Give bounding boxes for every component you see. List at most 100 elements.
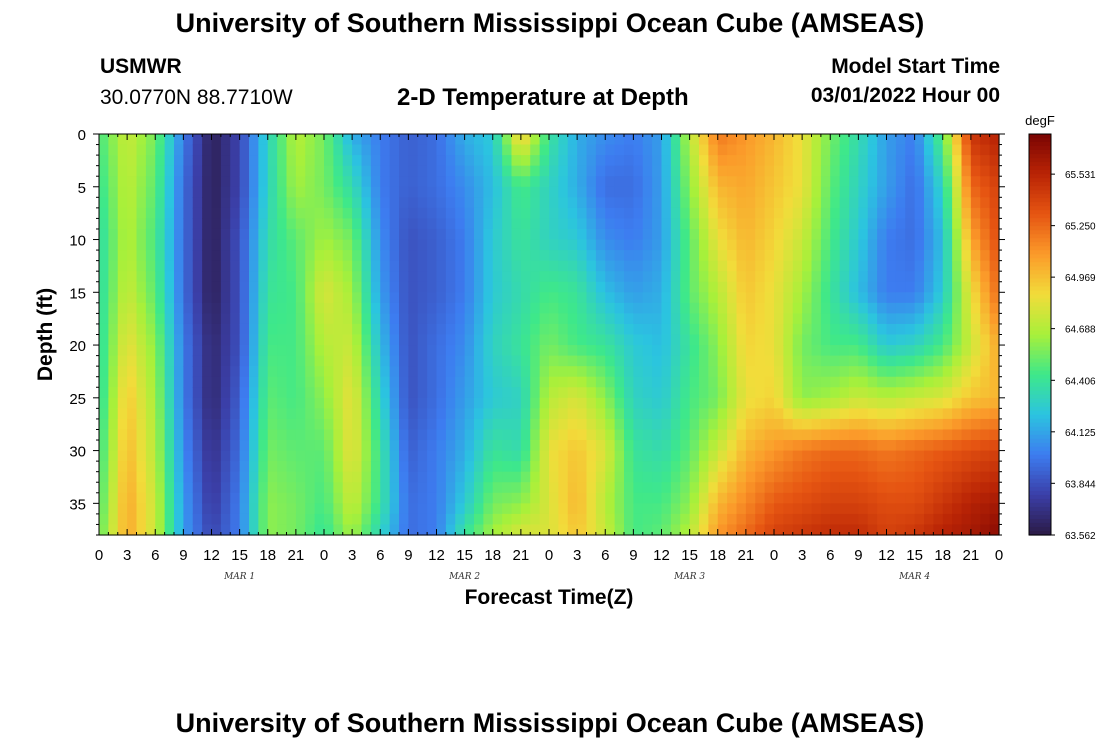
heatmap-cell — [624, 165, 634, 177]
heatmap-cell — [455, 323, 466, 336]
heatmap-cell — [905, 376, 916, 388]
heatmap-cell — [811, 387, 822, 399]
heatmap-cell — [399, 355, 409, 367]
heatmap-cell — [127, 176, 138, 188]
heatmap-cell — [145, 408, 156, 420]
heatmap-cell — [764, 218, 775, 230]
heatmap-cell — [164, 440, 175, 452]
heatmap-cell — [258, 260, 269, 272]
heatmap-cell — [202, 408, 213, 420]
heatmap-cell — [867, 355, 878, 367]
heatmap-cell — [961, 271, 972, 283]
heatmap-cell — [370, 450, 381, 462]
heatmap-cell — [989, 418, 1000, 431]
heatmap-cell — [464, 366, 475, 378]
heatmap-cell — [802, 207, 813, 220]
heatmap-cell — [558, 345, 569, 357]
heatmap-cell — [230, 323, 241, 336]
heatmap-cell — [839, 302, 850, 314]
heatmap-cell — [858, 250, 869, 262]
heatmap-cell — [652, 524, 663, 536]
heatmap-cell — [108, 197, 119, 209]
heatmap-cell — [970, 450, 981, 462]
heatmap-cell — [839, 429, 850, 441]
heatmap-cell — [783, 513, 794, 526]
heatmap-cell — [192, 418, 203, 431]
heatmap-cell — [699, 440, 709, 452]
heatmap-cell — [614, 387, 625, 399]
heatmap-cell — [989, 323, 1000, 336]
heatmap-cell — [558, 471, 569, 483]
heatmap-cell — [727, 492, 738, 504]
heatmap-cell — [755, 271, 766, 283]
heatmap-cell — [408, 155, 419, 167]
heatmap-cell — [502, 250, 513, 262]
heatmap-cell — [258, 323, 269, 336]
colorbar-segment — [1029, 278, 1051, 283]
heatmap-cell — [942, 429, 953, 441]
heatmap-cell — [155, 197, 166, 209]
heatmap-cell — [127, 228, 138, 241]
heatmap-cell — [352, 197, 363, 209]
heatmap-cell — [520, 250, 531, 262]
heatmap-cell — [408, 376, 419, 388]
heatmap-cell — [970, 334, 981, 346]
heatmap-cell — [736, 492, 747, 504]
heatmap-cell — [220, 197, 231, 209]
heatmap-cell — [708, 197, 719, 209]
heatmap-cell — [324, 250, 334, 262]
heatmap-cell — [455, 207, 466, 220]
heatmap-cell — [211, 397, 222, 409]
heatmap-cell — [914, 461, 925, 473]
heatmap-cell — [483, 366, 494, 378]
heatmap-cell — [164, 134, 175, 146]
x-tick-label: 12 — [428, 547, 445, 564]
heatmap-cell — [624, 281, 634, 293]
heatmap-cell — [839, 461, 850, 473]
heatmap-cell — [492, 376, 503, 388]
heatmap-cell — [511, 334, 522, 346]
heatmap-cell — [549, 366, 559, 378]
heatmap-cell — [427, 503, 438, 515]
heatmap-cell — [145, 302, 156, 314]
heatmap-cell — [849, 482, 859, 494]
heatmap-cell — [502, 376, 513, 388]
heatmap-cell — [230, 355, 241, 367]
heatmap-cell — [605, 281, 616, 293]
heatmap-cell — [933, 144, 944, 156]
heatmap-cell — [436, 165, 447, 177]
heatmap-cell — [811, 281, 822, 293]
heatmap-cell — [549, 492, 559, 504]
heatmap-cell — [474, 271, 484, 283]
heatmap-cell — [361, 207, 372, 220]
heatmap-cell — [492, 176, 503, 188]
heatmap-cell — [370, 376, 381, 388]
heatmap-cell — [811, 323, 822, 336]
heatmap-cell — [839, 503, 850, 515]
heatmap-cell — [295, 440, 306, 452]
heatmap-cell — [183, 250, 194, 262]
heatmap-cell — [717, 397, 728, 409]
heatmap-cell — [989, 165, 1000, 177]
heatmap-cell — [511, 492, 522, 504]
heatmap-cell — [567, 323, 578, 336]
heatmap-cell — [174, 218, 184, 230]
heatmap-cell — [605, 429, 616, 441]
heatmap-cell — [783, 397, 794, 409]
heatmap-cell — [689, 186, 700, 198]
heatmap-cell — [586, 440, 597, 452]
heatmap-cell — [895, 513, 906, 526]
heatmap-cell — [174, 418, 184, 431]
heatmap-cell — [239, 144, 250, 156]
heatmap-cell — [689, 323, 700, 336]
heatmap-cell — [502, 450, 513, 462]
heatmap-cell — [830, 450, 841, 462]
heatmap-cell — [595, 197, 606, 209]
heatmap-cell — [980, 302, 991, 314]
heatmap-cell — [745, 387, 756, 399]
heatmap-cell — [492, 345, 503, 357]
heatmap-cell — [511, 366, 522, 378]
heatmap-cell — [361, 461, 372, 473]
heatmap-cell — [502, 165, 513, 177]
heatmap-cell — [661, 482, 672, 494]
